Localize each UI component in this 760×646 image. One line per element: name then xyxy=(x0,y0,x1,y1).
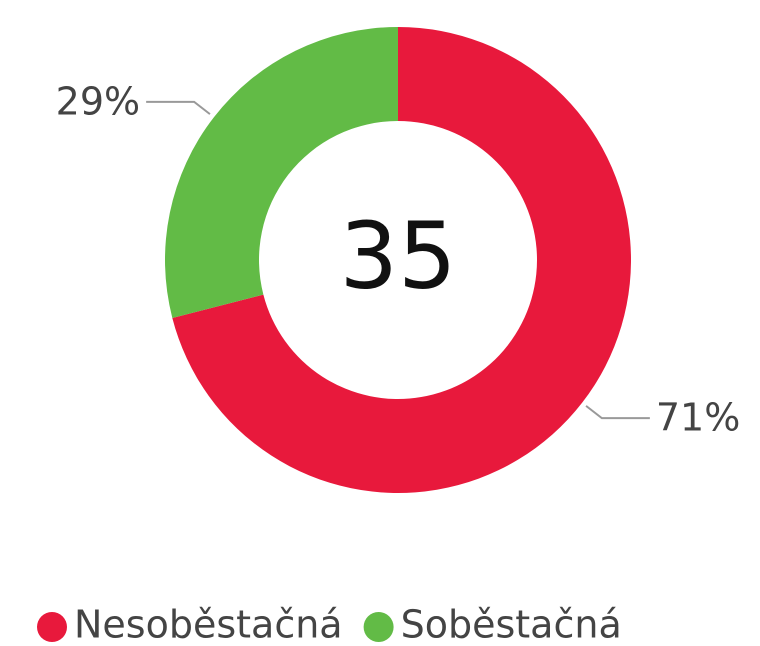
data-label: 71% xyxy=(656,396,740,440)
center-total: 35 xyxy=(339,202,456,309)
donut-slice xyxy=(165,27,398,318)
legend-swatch xyxy=(363,612,394,642)
legend-label: Nesoběstačná xyxy=(74,603,343,646)
donut-slice xyxy=(172,27,631,493)
legend-swatch xyxy=(37,612,67,642)
legend-label: Soběstačná xyxy=(401,603,622,646)
leader-line xyxy=(585,405,650,420)
data-label: 29% xyxy=(56,79,140,123)
leader-line xyxy=(146,100,211,115)
